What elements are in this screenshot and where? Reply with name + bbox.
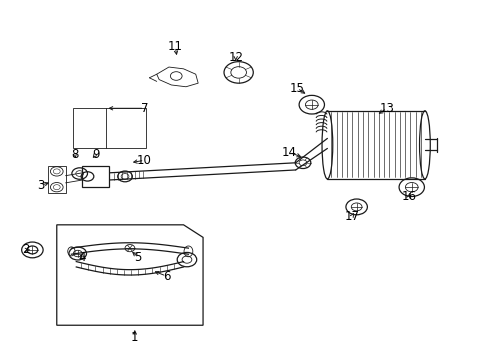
- Bar: [82, 166, 109, 187]
- Text: 10: 10: [137, 154, 152, 167]
- Text: 16: 16: [401, 190, 415, 203]
- Text: 17: 17: [344, 210, 359, 223]
- Text: 4: 4: [79, 251, 86, 264]
- Polygon shape: [57, 225, 203, 325]
- Text: 1: 1: [131, 330, 138, 343]
- Text: 5: 5: [134, 251, 142, 264]
- Text: 2: 2: [22, 243, 30, 256]
- Text: 14: 14: [281, 146, 296, 159]
- Text: 8: 8: [71, 148, 79, 161]
- Text: 3: 3: [37, 179, 44, 192]
- Bar: [73, 108, 146, 148]
- Polygon shape: [157, 67, 198, 87]
- Text: 13: 13: [379, 102, 393, 115]
- Text: 11: 11: [167, 40, 183, 53]
- Text: 6: 6: [163, 270, 170, 283]
- Text: 15: 15: [289, 82, 304, 95]
- Text: 9: 9: [92, 148, 100, 161]
- Text: 7: 7: [141, 102, 148, 115]
- Text: 12: 12: [228, 51, 243, 64]
- Polygon shape: [48, 166, 65, 193]
